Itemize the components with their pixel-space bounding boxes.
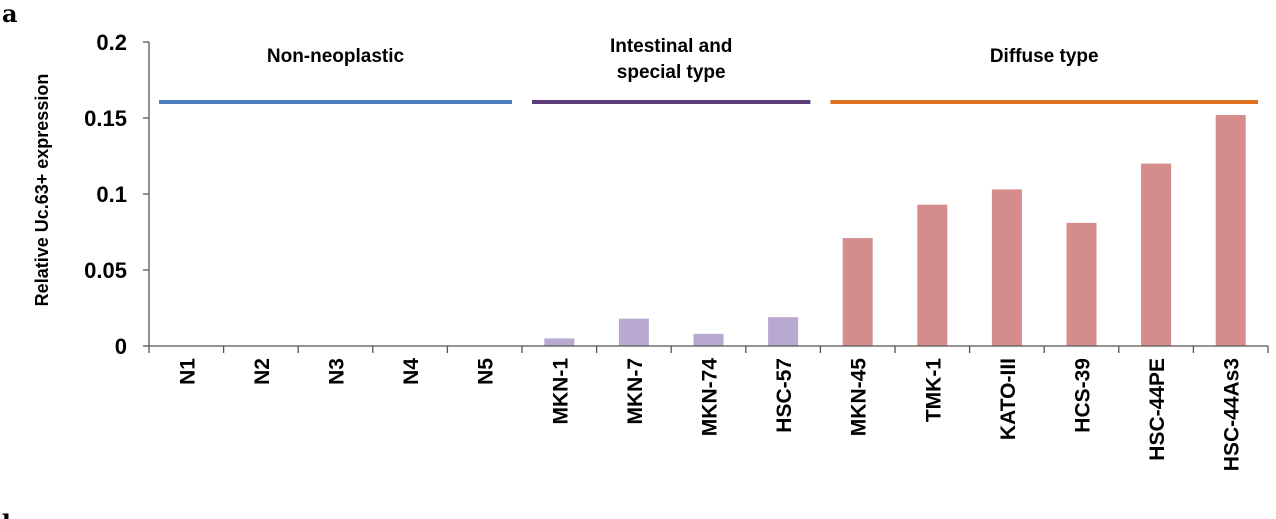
group-label: Non-neoplastic bbox=[267, 46, 405, 67]
x-tick-label: MKN-7 bbox=[624, 358, 647, 425]
x-tick-label: HSC-57 bbox=[773, 358, 796, 433]
y-tick-label: 0.1 bbox=[96, 182, 127, 207]
panel-label-b: b bbox=[2, 509, 19, 519]
x-tick-label: HCS-39 bbox=[1072, 358, 1095, 433]
x-tick-label: N5 bbox=[475, 358, 498, 385]
bar-mkn-45 bbox=[842, 238, 873, 346]
x-tick-label: MKN-1 bbox=[549, 358, 572, 425]
bar-hsc-44pe bbox=[1141, 163, 1172, 346]
x-tick-label: HSC-44As3 bbox=[1221, 358, 1244, 471]
y-tick-label: 0.05 bbox=[84, 258, 127, 283]
y-tick-label: 0.2 bbox=[96, 30, 127, 55]
y-axis-label: Relative Uc.63+ expression bbox=[32, 74, 52, 307]
group-annotations: Non-neoplastic Intestinal and special type… bbox=[159, 36, 1258, 104]
y-tick-label: 0 bbox=[115, 334, 127, 359]
bar-hsc-57 bbox=[768, 317, 799, 346]
bar-mkn-7 bbox=[618, 318, 649, 346]
x-tick-label: N3 bbox=[326, 358, 349, 385]
bar-mkn-1 bbox=[544, 338, 575, 346]
x-tick-label: TMK-1 bbox=[922, 358, 945, 422]
bar-tmk-1 bbox=[917, 204, 948, 346]
bar-mkn-74 bbox=[693, 333, 724, 346]
group-label: special type bbox=[617, 62, 726, 83]
x-tick-label: N2 bbox=[251, 358, 274, 385]
x-tick-label: KATO-III bbox=[997, 358, 1020, 440]
bars bbox=[544, 114, 1246, 347]
x-tick-label: HSC-44PE bbox=[1146, 358, 1169, 461]
y-ticks: 0 0.05 0.1 0.15 0.2 bbox=[84, 30, 149, 359]
group-label: Intestinal and bbox=[610, 36, 732, 57]
y-tick-label: 0.15 bbox=[84, 106, 127, 131]
bar-hsc-44as3 bbox=[1215, 114, 1246, 347]
x-tick-label: MKN-45 bbox=[848, 358, 871, 436]
x-tick-label: MKN-74 bbox=[699, 358, 722, 436]
x-tick-label: N1 bbox=[176, 358, 199, 385]
bar-hcs-39 bbox=[1066, 222, 1097, 346]
bar-kato-iii bbox=[991, 189, 1022, 346]
x-tick-label: N4 bbox=[400, 358, 423, 385]
panel-label-a: a bbox=[2, 0, 18, 28]
x-ticks: N1 N2 N3 N4 N5 MKN-1 MKN-7 MKN-74 HSC-57 MKN-45 TM… bbox=[148, 346, 1269, 471]
group-label: Diffuse type bbox=[990, 46, 1099, 67]
